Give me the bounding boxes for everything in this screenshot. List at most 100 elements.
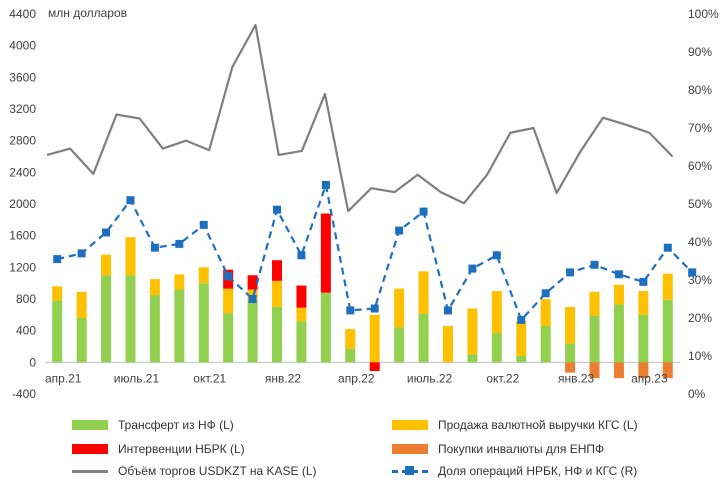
legend-item-interventions: Интервенции НБРК (L) [72, 440, 245, 458]
right-tick-label: 40% [688, 235, 712, 249]
share-marker [321, 181, 330, 189]
right-tick-label: 0% [688, 387, 706, 401]
bar-segment [589, 315, 600, 363]
share-marker [419, 207, 428, 216]
right-tick-label: 30% [688, 273, 712, 287]
left-tick-label: 2400 [9, 165, 36, 179]
bar-segment [198, 267, 209, 284]
legend-swatch-enpf [392, 444, 428, 454]
bar-segment [638, 362, 649, 379]
bar-segment [613, 284, 624, 305]
left-tick-label: -400 [12, 387, 36, 401]
bar-segment [394, 327, 405, 363]
x-tick-label: апр.23 [631, 371, 668, 385]
bar-segment [320, 213, 331, 293]
legend-line-volume [72, 469, 108, 473]
x-tick-label: апр.21 [45, 371, 82, 385]
bar-segment [174, 289, 185, 363]
volume-line [46, 23, 674, 213]
legend-label-transfer: Трансферт из НФ (L) [118, 418, 234, 432]
legend-swatch-transfer [72, 420, 108, 430]
bar-segment [662, 362, 673, 379]
legend-label-volume: Объём торгов USDKZT на KASE (L) [118, 464, 317, 478]
bar-segment [174, 274, 185, 290]
bar-segment [76, 291, 87, 318]
bar-segment [565, 362, 576, 373]
bar-segment [565, 343, 576, 363]
legend-label-share: Доля операций НРБК, НФ и КГС (R) [438, 464, 638, 478]
left-tick-label: 3200 [9, 102, 36, 116]
bar-segment [467, 354, 478, 363]
bar-segment [76, 318, 87, 363]
bar-segment [613, 304, 624, 363]
bar-segment [149, 279, 160, 296]
bar-segment [247, 275, 258, 290]
share-marker [248, 295, 257, 303]
bar-segment [662, 299, 673, 363]
bar-segment [467, 308, 478, 355]
bar-segment [516, 356, 527, 363]
bar-segment [491, 333, 502, 363]
bar-segment [369, 362, 380, 372]
legend-label-kgs: Продажа валютной выручки КГС (L) [438, 418, 638, 432]
right-tick-label: 70% [688, 121, 712, 135]
x-tick-label: окт.21 [193, 371, 226, 385]
share-marker [199, 220, 208, 229]
bar-segment [613, 362, 624, 379]
share-marker [370, 304, 379, 313]
right-tick-label: 90% [688, 45, 712, 59]
x-tick-label: окт.22 [486, 371, 519, 385]
bar-segment [442, 325, 453, 363]
legend-swatch-interventions [72, 444, 108, 454]
legend-item-kgs: Продажа валютной выручки КГС (L) [392, 416, 638, 434]
x-tick-label: июль.21 [114, 371, 160, 385]
share-marker [614, 270, 623, 279]
left-tick-label: 3600 [9, 70, 36, 84]
bar-segment [345, 348, 356, 363]
share-marker [590, 260, 599, 269]
bar-segment [52, 286, 63, 301]
x-tick-label: янв.23 [558, 371, 595, 385]
right-tick-label: 80% [688, 83, 712, 97]
x-tick-label: июль.22 [407, 371, 453, 385]
bar-segment [418, 314, 429, 363]
share-marker [566, 268, 575, 277]
share-marker [150, 243, 159, 252]
bar-segment [565, 306, 576, 344]
share-marker [639, 277, 648, 286]
left-tick-label: 2800 [9, 134, 36, 148]
legend-item-share: Доля операций НРБК, НФ и КГС (R) [392, 462, 637, 480]
bar-segment [125, 275, 136, 363]
share-marker [224, 272, 233, 281]
left-tick-label: 0 [29, 355, 36, 369]
bar-segment [149, 295, 160, 363]
x-tick-label: апр.22 [338, 371, 375, 385]
right-tick-label: 60% [688, 159, 712, 173]
right-tick-label: 10% [688, 349, 712, 363]
legend-swatch-kgs [392, 420, 428, 430]
legend-label-enpf: Покупки инвалюты для ЕНПФ [438, 442, 605, 456]
legend-item-enpf: Покупки инвалюты для ЕНПФ [392, 440, 604, 458]
bar-segment [52, 300, 63, 363]
bar-segment [296, 321, 307, 363]
bar-segment [272, 280, 283, 307]
share-marker [395, 226, 404, 235]
share-marker [297, 251, 306, 260]
legend-marker-share [392, 464, 428, 478]
bar-segment [101, 275, 112, 363]
bar-segment [247, 300, 258, 363]
x-tick-label: янв.22 [265, 371, 302, 385]
share-marker [346, 306, 355, 315]
left-tick-label: 4400 [9, 7, 36, 21]
bar-segment [320, 292, 331, 363]
bar-segment [394, 288, 405, 328]
share-marker [517, 315, 526, 324]
legend-label-interventions: Интервенции НБРК (L) [118, 442, 245, 456]
share-marker [663, 243, 672, 252]
bar-segment [491, 291, 502, 334]
share-marker [492, 251, 501, 260]
right-tick-label: 50% [688, 197, 712, 211]
bar-segment [662, 273, 673, 300]
left-tick-label: 4000 [9, 39, 36, 53]
right-tick-label: 20% [688, 311, 712, 325]
